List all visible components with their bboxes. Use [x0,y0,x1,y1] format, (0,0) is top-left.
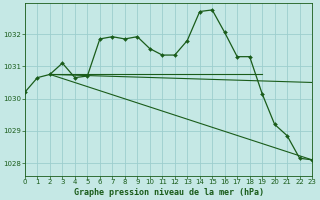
X-axis label: Graphe pression niveau de la mer (hPa): Graphe pression niveau de la mer (hPa) [74,188,263,197]
